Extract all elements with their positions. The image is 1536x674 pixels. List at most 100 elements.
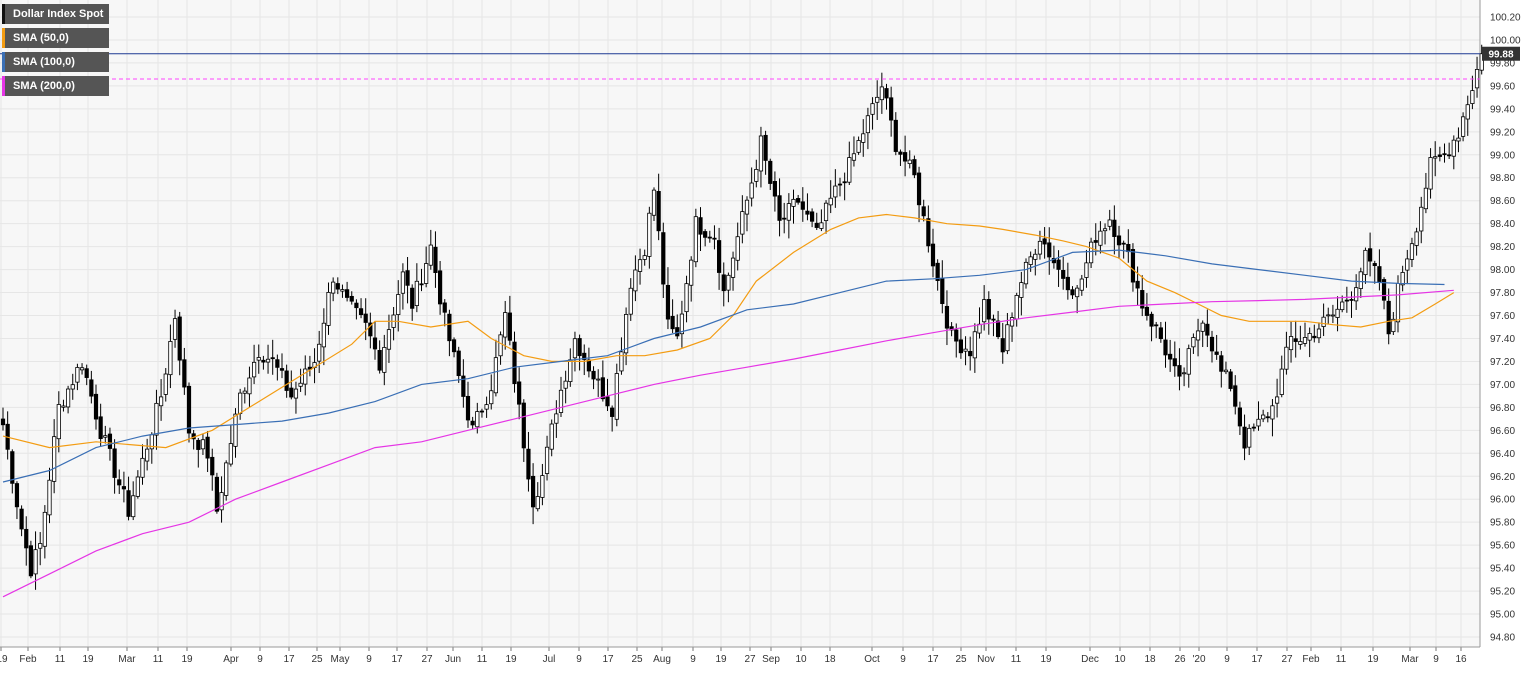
candle (1307, 327, 1312, 358)
candle (1219, 350, 1224, 388)
candle (405, 256, 410, 304)
candle (805, 193, 810, 221)
candle (1386, 288, 1391, 345)
candle (396, 280, 401, 332)
candle (1149, 311, 1154, 342)
candle-body (1009, 317, 1015, 327)
candle (1242, 414, 1247, 461)
candle (145, 438, 150, 471)
candle-body (154, 402, 159, 436)
candle-body (410, 287, 415, 309)
candle-body (977, 323, 982, 334)
candle-body (884, 88, 889, 99)
sma-200-line (2, 289, 1454, 598)
candle-body (1456, 137, 1461, 142)
candle-body (56, 404, 61, 440)
candle-body (703, 231, 708, 238)
candle (42, 505, 47, 559)
candle-body (521, 402, 526, 449)
candle (740, 195, 745, 244)
legend-label: SMA (100,0) (13, 56, 75, 68)
candle (1358, 267, 1363, 298)
candle-body (42, 511, 47, 547)
candle-body (665, 284, 671, 320)
candle (730, 251, 736, 291)
candle-body (1186, 348, 1191, 375)
candle-body (758, 135, 764, 172)
legend: Dollar Index Spot SMA (50,0) SMA (100,0)… (2, 4, 110, 100)
x-tick-label: Feb (19, 654, 37, 665)
candle (317, 330, 322, 374)
candle (1279, 355, 1284, 398)
candle-body (98, 416, 103, 439)
candle (14, 481, 20, 520)
y-tick-label: 99.40 (1490, 104, 1515, 115)
candle (479, 408, 485, 418)
candle-body (1051, 257, 1056, 264)
candle-body (823, 202, 829, 222)
candle-body (279, 368, 285, 371)
candle (1247, 424, 1252, 456)
y-tick-label: 100.20 (1490, 13, 1521, 24)
legend-swatch (2, 4, 5, 24)
candle (1195, 318, 1201, 357)
candle (163, 368, 168, 402)
candle-body (1093, 240, 1098, 243)
candle (377, 340, 382, 374)
candle-body (624, 314, 629, 354)
candle (154, 389, 159, 450)
candle-body (1005, 324, 1010, 352)
candle-body (349, 295, 354, 302)
candle (1265, 412, 1270, 423)
candle-body (442, 302, 447, 313)
candle (582, 344, 587, 376)
x-tick-label: 9 (576, 654, 582, 665)
candle-body (512, 341, 517, 385)
y-tick-label: 95.40 (1490, 564, 1515, 575)
candle (600, 360, 605, 402)
candle (256, 344, 261, 374)
candle (349, 291, 354, 305)
candle-body (619, 351, 624, 372)
candle-body (479, 410, 485, 413)
candle-body (1237, 407, 1242, 427)
candle (284, 364, 289, 398)
candle (70, 373, 75, 400)
candle-body (610, 407, 615, 417)
y-tick-label: 99.80 (1490, 58, 1515, 69)
candle-body (582, 352, 587, 360)
candle-body (912, 159, 917, 176)
candle (796, 194, 801, 205)
candle-body (628, 287, 633, 315)
candle (810, 208, 815, 228)
candle (24, 516, 29, 566)
x-tick-label: '20 (1192, 654, 1205, 665)
candle (1433, 141, 1438, 177)
candle (61, 399, 66, 412)
candle-body (1065, 276, 1070, 291)
candle-body (642, 255, 647, 260)
candle-body (693, 216, 698, 263)
candle-body (1461, 116, 1466, 137)
candle-body (493, 357, 499, 394)
candle-body (968, 350, 973, 357)
candle-body (1028, 256, 1033, 265)
y-tick-label: 96.00 (1490, 495, 1515, 506)
candle-body (786, 203, 791, 221)
candle-body (219, 492, 224, 511)
candle-body (1140, 290, 1145, 309)
candle-body (1335, 308, 1340, 318)
candle (1405, 249, 1410, 285)
candle-body (828, 197, 833, 206)
candle-body (1298, 341, 1303, 345)
candle (214, 472, 219, 514)
candle-body (819, 222, 824, 229)
candle-body (433, 246, 438, 273)
candle-body (517, 381, 522, 405)
candle-body (712, 237, 717, 240)
candle (1237, 401, 1242, 435)
candle (1200, 320, 1205, 348)
candle-body (921, 206, 926, 217)
candle-body (754, 169, 759, 182)
